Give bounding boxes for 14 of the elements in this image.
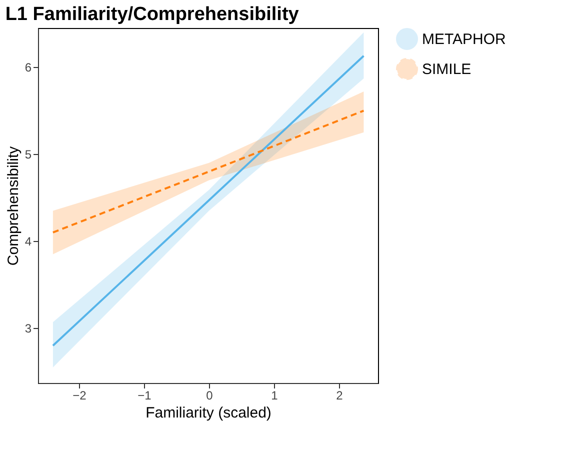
x-axis-title: Familiarity (scaled) [146,404,272,422]
x-tick-label: 0 [206,388,214,402]
legend-label: METAPHOR [422,31,506,48]
chart-title: L1 Familiarity/Comprehensibility [5,4,300,25]
x-tick-label: −2 [72,388,87,402]
x-tick-label: −1 [138,388,152,402]
legend-label: SIMILE [422,61,472,78]
x-tick-label: 2 [336,388,344,402]
y-tick-label: 4 [24,234,32,249]
x-tick-label: 1 [271,388,278,402]
y-tick-label: 6 [24,60,32,75]
y-tick-label: 5 [24,148,32,162]
y-tick-label: 3 [24,322,32,336]
y-axis-title: Comprehensibility [4,146,22,266]
